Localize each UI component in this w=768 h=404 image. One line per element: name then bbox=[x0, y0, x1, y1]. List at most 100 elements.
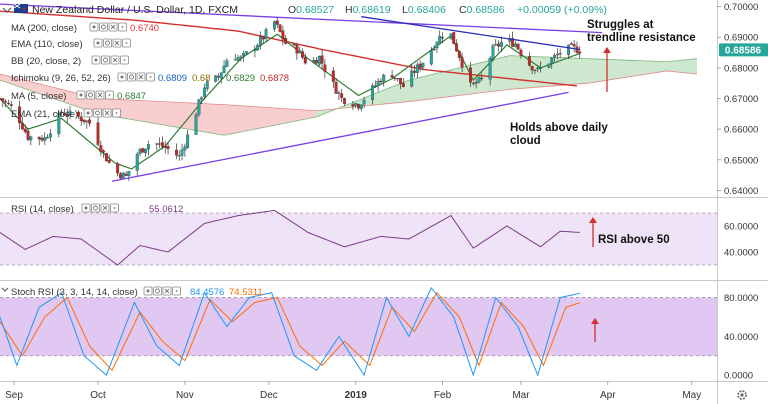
candle bbox=[513, 41, 517, 48]
more-icon[interactable] bbox=[110, 203, 119, 213]
stoch-axis[interactable]: 80.0000 40.0000 0.0000 bbox=[724, 293, 758, 382]
delete-icon[interactable] bbox=[112, 38, 122, 48]
more-icon[interactable] bbox=[118, 22, 127, 32]
settings-icon[interactable] bbox=[91, 203, 100, 213]
delete-icon[interactable] bbox=[100, 203, 110, 213]
stoch-k-value: 84.4576 bbox=[190, 287, 224, 298]
stoch-tick-label: 80.0000 bbox=[724, 293, 758, 304]
delete-icon[interactable] bbox=[162, 286, 172, 296]
more-icon[interactable] bbox=[146, 72, 155, 82]
candle-body bbox=[477, 77, 481, 83]
eye-icon[interactable] bbox=[76, 90, 86, 100]
candle bbox=[452, 32, 456, 44]
candle bbox=[76, 109, 80, 119]
indicator-row[interactable]: MA (5, close) 0.6847 bbox=[11, 90, 146, 102]
candle bbox=[435, 40, 439, 53]
settings-icon[interactable] bbox=[86, 90, 95, 100]
gear-icon[interactable] bbox=[737, 390, 747, 400]
more-icon[interactable] bbox=[122, 38, 131, 48]
candle bbox=[497, 40, 500, 52]
eye-icon[interactable] bbox=[91, 55, 101, 65]
eye-icon[interactable] bbox=[117, 72, 127, 82]
price-axis[interactable]: 0.70000 0.69000 0.68000 0.67000 0.66000 0.650… bbox=[717, 2, 758, 197]
candle-body bbox=[317, 55, 321, 65]
symbol-title: New Zealand Dollar / U.S. Dollar, 1D, FX… bbox=[32, 4, 238, 16]
candle bbox=[499, 36, 503, 52]
stoch-legend[interactable]: Stoch RSI (3, 3, 14, 14, close) 84.4576 … bbox=[1, 286, 263, 298]
candle-body bbox=[245, 51, 248, 54]
delete-icon[interactable] bbox=[102, 108, 112, 118]
candle bbox=[200, 95, 204, 105]
candle-body bbox=[43, 137, 47, 141]
indicator-row[interactable]: EMA (110, close) bbox=[11, 38, 131, 50]
more-icon[interactable] bbox=[172, 286, 181, 296]
indicator-row[interactable]: BB (20, close, 2) bbox=[11, 55, 129, 67]
candle bbox=[488, 56, 492, 86]
indicator-legend[interactable]: MA (200, close) 0.6740 EMA (110, close) BB … bbox=[11, 22, 289, 120]
candle-body bbox=[264, 29, 268, 40]
candle-body bbox=[60, 111, 64, 113]
rsi-value: 55.0612 bbox=[149, 204, 183, 215]
eye-icon[interactable] bbox=[93, 38, 103, 48]
candle-body bbox=[373, 85, 377, 87]
trendline-upper[interactable] bbox=[0, 3, 603, 34]
senkou-span-b bbox=[588, 70, 667, 84]
eye-icon[interactable] bbox=[89, 22, 99, 32]
candle bbox=[340, 89, 344, 103]
eye-icon[interactable] bbox=[83, 108, 93, 118]
settings-icon[interactable] bbox=[99, 22, 108, 32]
delete-icon[interactable] bbox=[110, 55, 120, 65]
eye-icon[interactable] bbox=[81, 203, 91, 213]
gear-shape bbox=[129, 74, 134, 80]
delete-icon[interactable] bbox=[108, 22, 118, 32]
settings-icon[interactable] bbox=[101, 55, 110, 65]
rsi-band bbox=[0, 213, 717, 265]
candle-body bbox=[214, 75, 218, 82]
settings-icon[interactable] bbox=[103, 38, 112, 48]
candle bbox=[68, 105, 72, 120]
candle bbox=[177, 150, 181, 161]
x-stroke bbox=[102, 205, 108, 211]
delete-icon[interactable] bbox=[95, 90, 105, 100]
candle-body bbox=[82, 119, 86, 123]
eye-pupil bbox=[120, 75, 124, 79]
candle-body bbox=[40, 137, 44, 141]
candle bbox=[104, 152, 108, 162]
candle bbox=[278, 24, 282, 33]
candle-body bbox=[29, 136, 33, 141]
senkou-span-a bbox=[588, 58, 667, 63]
candle bbox=[203, 83, 206, 100]
more-icon[interactable] bbox=[120, 55, 129, 65]
indicator-row[interactable]: MA (200, close) 0.6740 bbox=[11, 22, 159, 34]
candle-body bbox=[236, 57, 240, 61]
more-icon[interactable] bbox=[112, 108, 121, 118]
delete-icon[interactable] bbox=[136, 72, 146, 82]
eye-icon[interactable] bbox=[143, 286, 153, 296]
time-axis[interactable]: Sep Oct Nov Dec 2019 Feb Mar Apr May bbox=[5, 381, 701, 401]
rsi-legend[interactable]: RSI (14, close) 55.0612 bbox=[11, 203, 183, 215]
stoch-legend-icons bbox=[143, 286, 181, 296]
indicator-row[interactable]: Ichimoku (9, 26, 52, 26) 0.6809 0.68 0.6829… bbox=[11, 72, 289, 84]
trendline-lower[interactable] bbox=[111, 91, 569, 182]
eye-pupil bbox=[94, 58, 98, 62]
rsi-axis[interactable]: 60.0000 40.0000 bbox=[724, 222, 758, 259]
candle bbox=[29, 135, 33, 146]
settings-icon[interactable] bbox=[127, 72, 136, 82]
candle-body bbox=[578, 51, 582, 54]
candle-body bbox=[497, 43, 500, 47]
trendline-resistance[interactable] bbox=[361, 16, 580, 51]
settings-icon[interactable] bbox=[93, 108, 102, 118]
moving-averages bbox=[0, 10, 581, 170]
candle bbox=[401, 78, 405, 88]
indicator-row[interactable]: EMA (21, close) bbox=[11, 108, 121, 120]
symbol-collapse-icon[interactable] bbox=[2, 7, 12, 13]
candle-body bbox=[222, 65, 226, 73]
time-tick-label: Apr bbox=[600, 390, 616, 401]
indicator-value: 0.6829 bbox=[226, 73, 255, 84]
candle bbox=[379, 78, 383, 84]
settings-icon[interactable] bbox=[153, 286, 162, 296]
more-icon[interactable] bbox=[105, 90, 114, 100]
rsi-tick-label: 60.0000 bbox=[724, 222, 758, 233]
stoch-band bbox=[0, 297, 717, 356]
